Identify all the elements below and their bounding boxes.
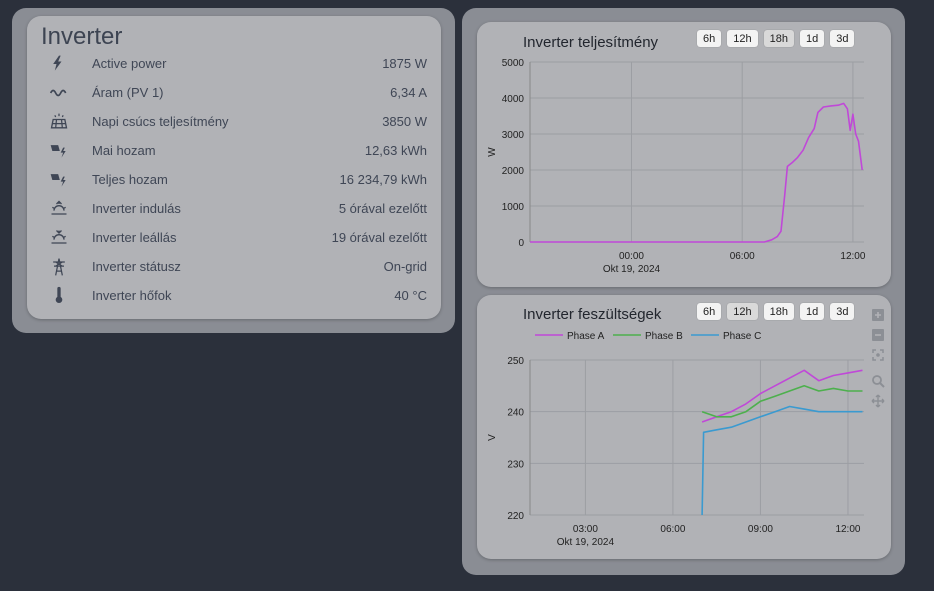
x-tick-label: 06:00 xyxy=(730,251,755,262)
range-button-12h[interactable]: 12h xyxy=(727,303,758,320)
y-tick-label: 220 xyxy=(507,511,524,522)
solar-power-icon xyxy=(47,168,71,192)
y-tick-label: 2000 xyxy=(502,166,525,177)
entity-label: Inverter leállás xyxy=(92,230,177,245)
x-tick-label: 09:00 xyxy=(748,524,773,535)
card-title: Inverter xyxy=(41,23,123,50)
y-tick-label: 230 xyxy=(507,459,524,470)
y-axis-label: V xyxy=(487,434,498,441)
entity-value: 12,63 kWh xyxy=(364,143,427,158)
legend-label[interactable]: Phase B xyxy=(645,331,683,342)
y-tick-label: 0 xyxy=(518,238,524,249)
entity-row[interactable]: Mai hozam 12,63 kWh xyxy=(27,136,441,165)
y-tick-label: 1000 xyxy=(502,202,525,213)
entity-row[interactable]: Active power 1875 W xyxy=(27,49,441,78)
zoom-select-icon[interactable] xyxy=(871,374,885,388)
entity-label: Napi csúcs teljesítmény xyxy=(92,114,229,129)
range-buttons: 6h 12h 18h 1d 3d xyxy=(697,303,855,320)
entity-value: 16 234,79 kWh xyxy=(339,172,427,187)
power-chart: 0 1000 2000 3000 4000 5000 00:00 06:00 12:00 Okt … xyxy=(487,58,866,275)
pan-icon[interactable] xyxy=(871,394,885,408)
series-line-phase-b xyxy=(701,385,863,418)
range-button-12h[interactable]: 12h xyxy=(727,30,758,47)
flash-icon xyxy=(47,52,71,76)
zoom-out-icon[interactable] xyxy=(871,328,885,342)
entity-label: Inverter státusz xyxy=(92,259,181,274)
entity-value: 1875 W xyxy=(382,56,427,71)
thermometer-icon xyxy=(47,284,71,308)
range-button-18h[interactable]: 18h xyxy=(763,30,794,47)
entity-row[interactable]: Inverter státusz On-grid xyxy=(27,252,441,281)
entity-row[interactable]: Napi csúcs teljesítmény 3850 W xyxy=(27,107,441,136)
entity-value: 3850 W xyxy=(382,114,427,129)
x-tick-label: 06:00 xyxy=(660,524,685,535)
entity-value: 5 órával ezelőtt xyxy=(338,201,427,216)
sunrise-icon xyxy=(47,197,71,221)
entity-row[interactable]: Inverter leállás 19 órával ezelőtt xyxy=(27,223,441,252)
entity-label: Active power xyxy=(92,56,167,71)
entity-row[interactable]: Áram (PV 1) 6,34 A xyxy=(27,78,441,107)
power-chart-card: Inverter teljesítmény 6h 12h 18h 1d 3d 0 1000… xyxy=(477,22,891,287)
x-date-label: Okt 19, 2024 xyxy=(603,264,661,275)
range-buttons: 6h 12h 18h 1d 3d xyxy=(697,30,855,47)
y-axis-label: W xyxy=(487,147,498,157)
x-tick-label: 12:00 xyxy=(840,251,865,262)
range-button-6h[interactable]: 6h xyxy=(697,30,722,47)
solar-panel-icon xyxy=(47,110,71,134)
series-line-phase-c xyxy=(701,405,863,516)
legend-label[interactable]: Phase A xyxy=(567,331,605,342)
current-ac-icon xyxy=(47,81,71,105)
range-button-1d[interactable]: 1d xyxy=(799,303,825,320)
range-button-3d[interactable]: 3d xyxy=(830,303,855,320)
entity-row[interactable]: Inverter hőfok 40 °C xyxy=(27,281,441,310)
y-tick-label: 4000 xyxy=(502,94,525,105)
entity-label: Inverter indulás xyxy=(92,201,181,216)
entity-value: 40 °C xyxy=(394,288,427,303)
y-tick-label: 3000 xyxy=(502,130,525,141)
voltage-chart-card: Inverter feszültségek 6h 12h 18h 1d 3d 220 23… xyxy=(477,295,891,559)
entity-label: Áram (PV 1) xyxy=(92,85,164,100)
transmission-tower-icon xyxy=(47,255,71,279)
legend-label[interactable]: Phase C xyxy=(723,331,761,342)
entity-row[interactable]: Inverter indulás 5 órával ezelőtt xyxy=(27,194,441,223)
voltage-chart: 220 230 240 250 03:00 06:00 09:00 12:00 Okt 19, … xyxy=(487,331,864,548)
range-button-18h[interactable]: 18h xyxy=(763,303,794,320)
entity-label: Mai hozam xyxy=(92,143,156,158)
y-tick-label: 250 xyxy=(507,356,524,367)
chart-title: Inverter teljesítmény xyxy=(523,34,659,51)
sunset-icon xyxy=(47,226,71,250)
entity-label: Teljes hozam xyxy=(92,172,168,187)
zoom-in-icon[interactable] xyxy=(871,308,885,322)
range-button-1d[interactable]: 1d xyxy=(799,30,825,47)
chart-title: Inverter feszültségek xyxy=(523,306,662,323)
x-tick-label: 00:00 xyxy=(619,251,644,262)
series-line-phase-a xyxy=(701,369,863,423)
x-tick-label: 12:00 xyxy=(835,524,860,535)
y-tick-label: 240 xyxy=(507,408,524,419)
entity-value: On-grid xyxy=(383,259,427,274)
entity-label: Inverter hőfok xyxy=(92,288,172,303)
reset-zoom-icon[interactable] xyxy=(871,348,885,362)
entities-card: Inverter Active power 1875 W Áram (PV 1) 6,… xyxy=(27,16,441,319)
y-tick-label: 5000 xyxy=(502,58,525,69)
solar-power-icon xyxy=(47,139,71,163)
x-tick-label: 03:00 xyxy=(573,524,598,535)
x-date-label: Okt 19, 2024 xyxy=(557,537,615,548)
range-button-6h[interactable]: 6h xyxy=(697,303,722,320)
entity-value: 6,34 A xyxy=(390,85,427,100)
range-button-3d[interactable]: 3d xyxy=(830,30,855,47)
entity-value: 19 órával ezelőtt xyxy=(331,230,427,245)
series-line-0 xyxy=(530,102,863,243)
entity-row[interactable]: Teljes hozam 16 234,79 kWh xyxy=(27,165,441,194)
